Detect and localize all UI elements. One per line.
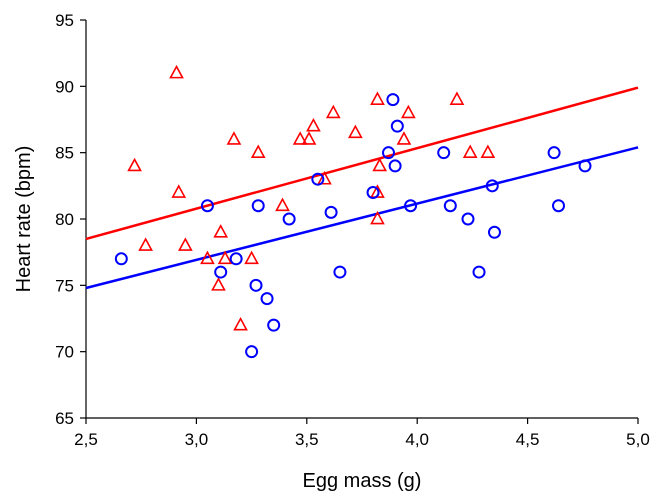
- circle-point: [333, 265, 347, 279]
- circle-point: [386, 93, 400, 107]
- triangle-point: [275, 197, 290, 212]
- x-tick-label: 3,5: [295, 430, 319, 449]
- circle-point: [260, 292, 274, 306]
- x-tick-label: 3,0: [185, 430, 209, 449]
- y-tick-label: 80: [55, 210, 74, 229]
- circle-point: [114, 252, 128, 266]
- x-tick-label: 4,5: [516, 430, 540, 449]
- y-axis-title: Heart rate (bpm): [13, 146, 35, 293]
- triangle-point: [480, 144, 496, 159]
- triangle-point: [372, 157, 388, 172]
- circle-point: [547, 146, 561, 160]
- circle-point: [552, 199, 566, 213]
- y-axis: 65 70 75 80 85 90 95: [55, 11, 87, 428]
- y-tick-label: 85: [55, 144, 74, 163]
- triangle-point: [211, 277, 226, 291]
- triangle-point: [169, 64, 184, 79]
- x-tick-label: 2,5: [74, 430, 98, 449]
- triangle-point: [226, 131, 242, 145]
- circle-point: [487, 225, 501, 239]
- circle-point: [388, 159, 402, 173]
- circle-point: [443, 199, 457, 213]
- triangle-point: [462, 144, 478, 159]
- triangle-point: [171, 184, 187, 198]
- circle-point: [245, 345, 259, 359]
- x-tick-label: 4,0: [405, 430, 429, 449]
- circle-point: [267, 318, 281, 332]
- triangle-point: [244, 250, 259, 265]
- circle-point: [251, 199, 265, 213]
- triangle-point: [396, 131, 412, 145]
- triangle-point: [233, 316, 248, 331]
- y-tick-label: 65: [55, 409, 74, 428]
- triangle-point: [348, 124, 363, 139]
- triangle-point: [127, 157, 142, 172]
- triangle-point: [138, 237, 153, 251]
- trendlines: [85, 86, 639, 290]
- triangle-point: [306, 117, 321, 132]
- circle-point: [214, 265, 228, 279]
- triangle-point: [317, 171, 332, 185]
- triangle-point: [178, 237, 193, 251]
- circle-point: [282, 212, 296, 226]
- circle-point: [437, 146, 451, 160]
- data-points: [114, 64, 592, 359]
- triangle-point: [370, 91, 385, 105]
- triangle-point: [292, 131, 308, 145]
- circle-point: [485, 179, 499, 193]
- circle-point: [578, 159, 592, 173]
- triangle-point: [325, 104, 341, 119]
- circle-point: [472, 265, 486, 279]
- trendline-series-1: [85, 86, 639, 241]
- circle-point: [249, 278, 263, 292]
- circle-point: [200, 199, 214, 213]
- x-axis-title: Egg mass (g): [303, 470, 422, 492]
- circle-point: [311, 172, 325, 186]
- circle-point: [366, 185, 380, 199]
- trendline-series-2: [85, 146, 639, 290]
- y-tick-label: 95: [55, 11, 74, 30]
- x-tick-label: 5,0: [626, 430, 650, 449]
- triangle-point: [401, 104, 416, 119]
- circle-point: [390, 119, 404, 133]
- circle-point: [324, 205, 338, 219]
- triangle-point: [370, 210, 385, 225]
- triangle-point: [449, 91, 465, 105]
- triangle-point: [217, 250, 233, 265]
- y-tick-label: 70: [55, 343, 74, 362]
- circle-point: [381, 146, 395, 160]
- circle-point: [404, 199, 418, 213]
- y-tick-label: 75: [55, 276, 74, 295]
- triangle-point: [213, 224, 229, 238]
- circle-point: [461, 212, 475, 226]
- x-axis: 2,5 3,0 3,5 4,0 4,5 5,0: [74, 417, 650, 449]
- circle-point: [229, 252, 243, 266]
- triangle-point: [250, 144, 266, 159]
- triangle-point: [200, 250, 215, 265]
- triangle-point: [301, 131, 317, 145]
- y-tick-label: 90: [55, 77, 74, 96]
